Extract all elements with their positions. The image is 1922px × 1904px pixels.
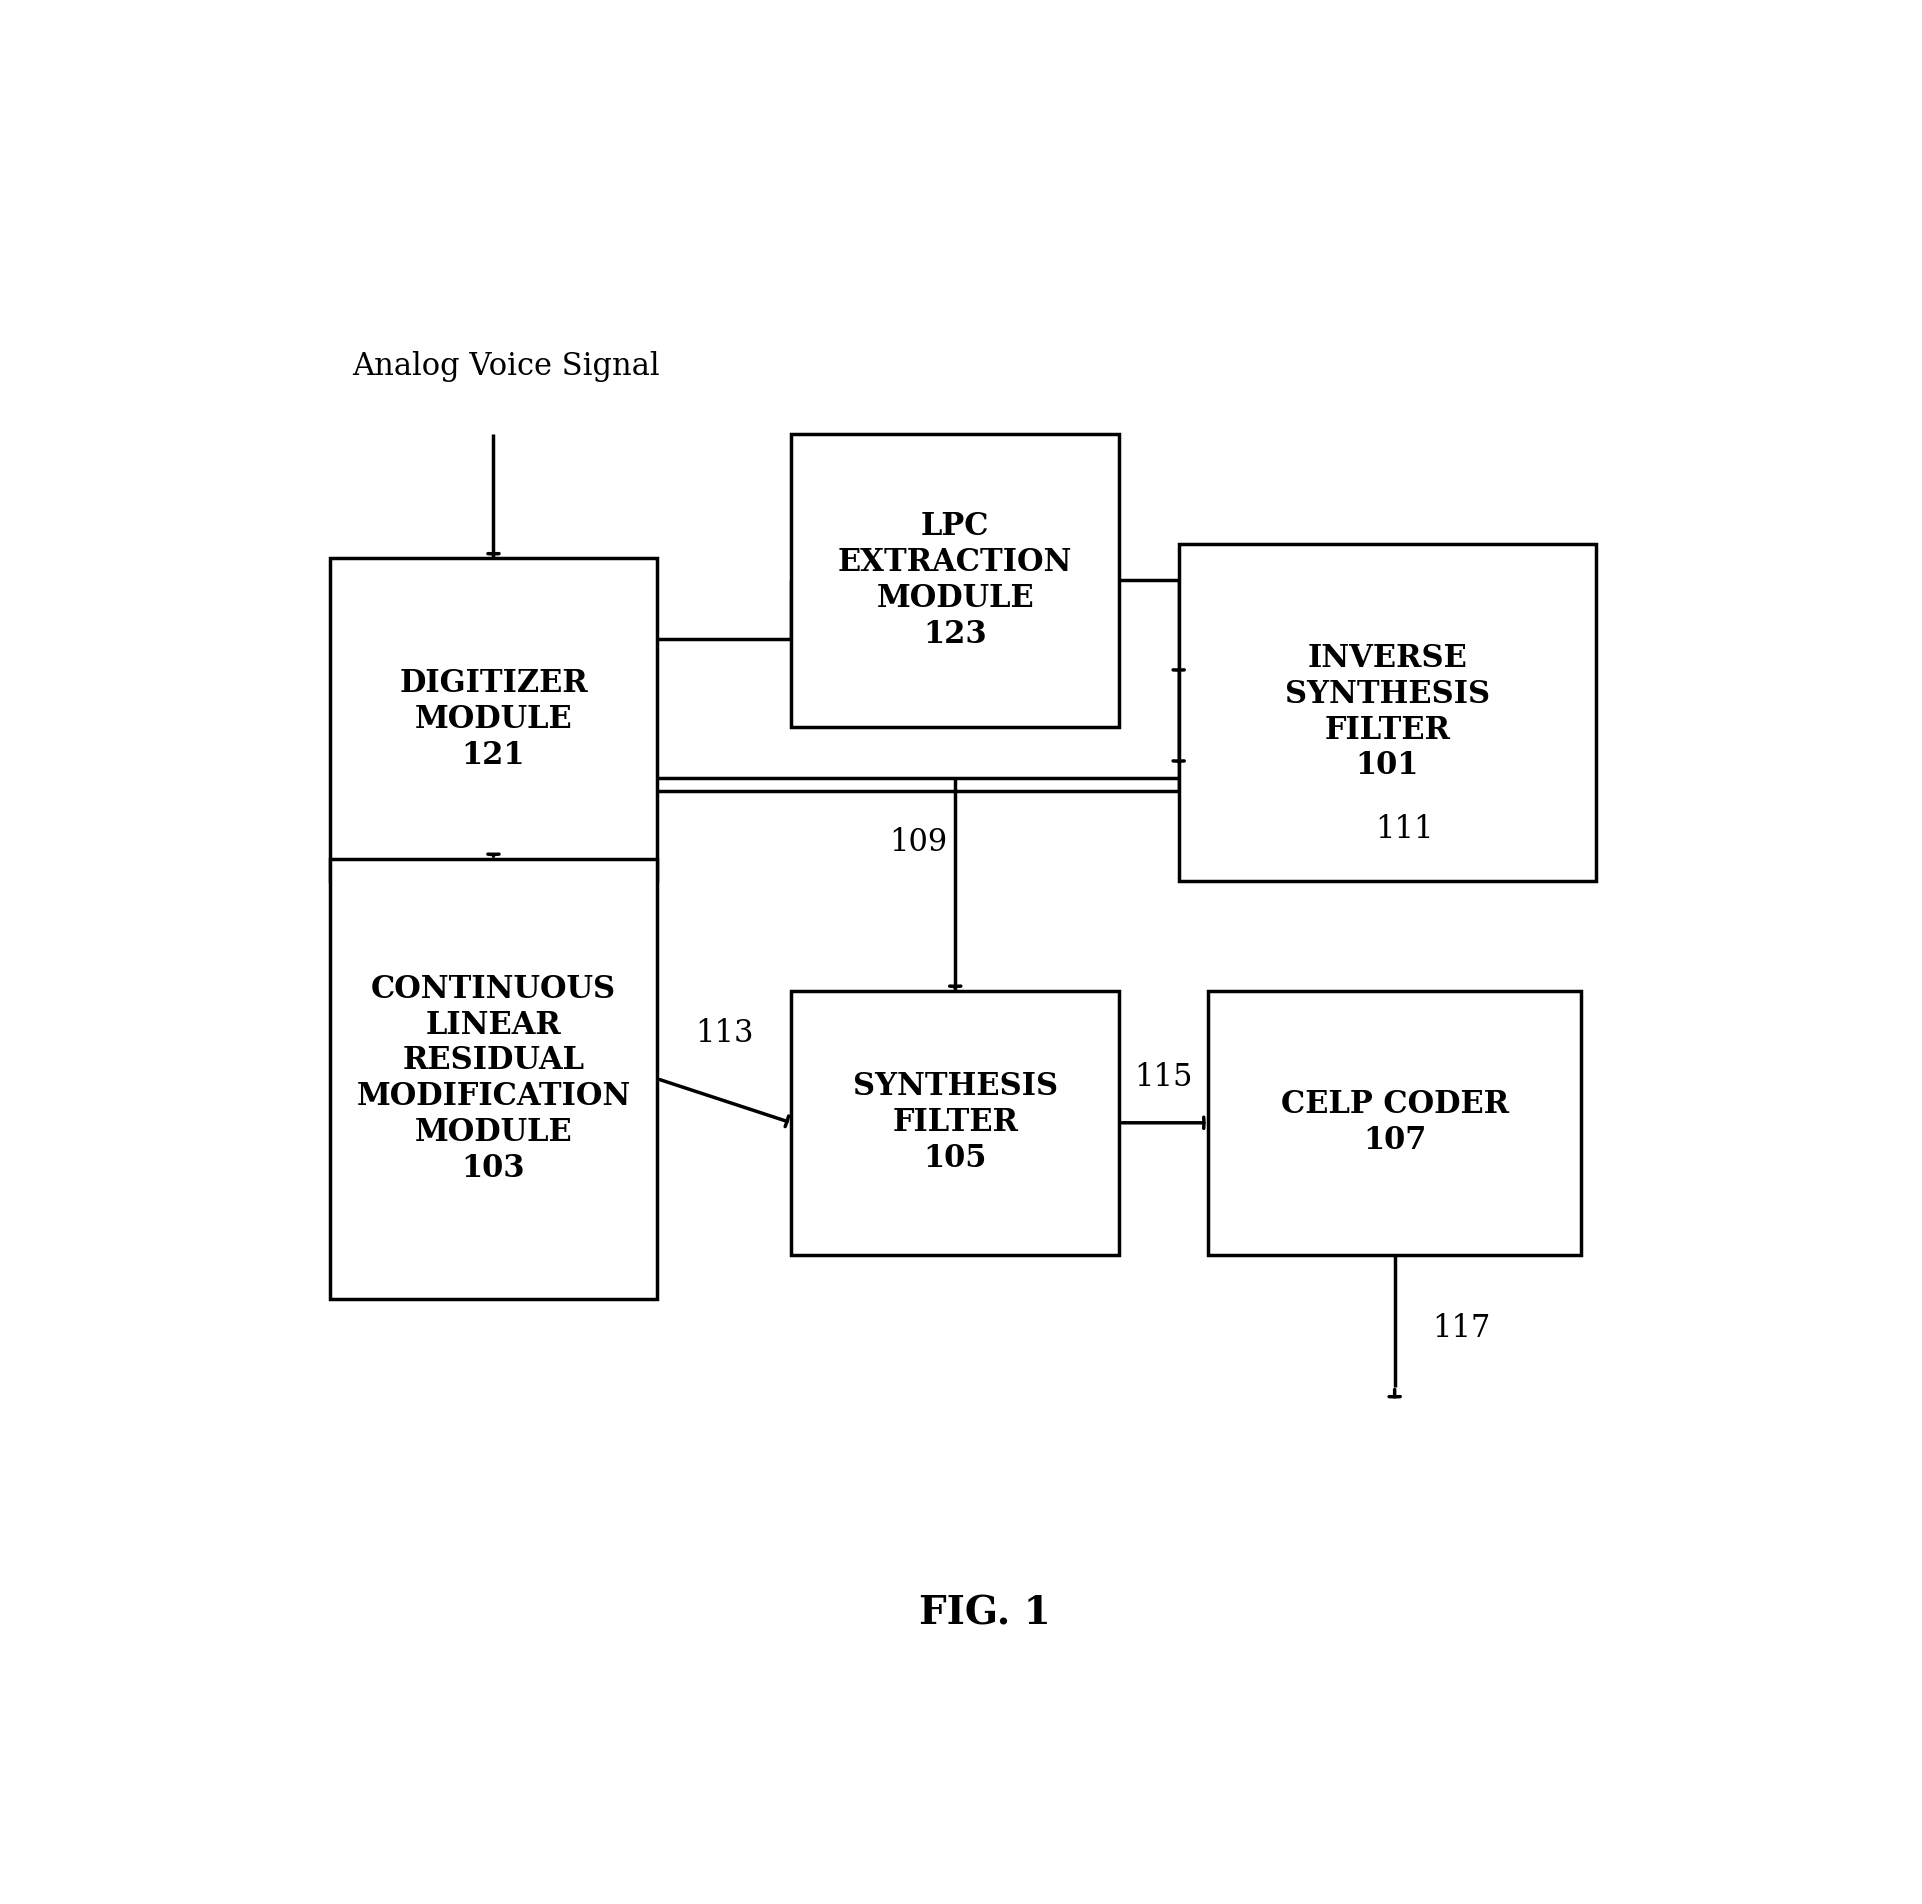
Text: 113: 113: [696, 1019, 753, 1049]
Text: SYNTHESIS
FILTER
105: SYNTHESIS FILTER 105: [853, 1072, 1057, 1175]
Bar: [792, 434, 1119, 727]
Text: 115: 115: [1134, 1062, 1194, 1093]
Text: 109: 109: [890, 826, 948, 859]
Bar: [1209, 990, 1582, 1255]
Text: CELP CODER
107: CELP CODER 107: [1280, 1089, 1509, 1156]
Text: Analog Voice Signal: Analog Voice Signal: [352, 352, 659, 383]
Text: DIGITIZER
MODULE
121: DIGITIZER MODULE 121: [400, 668, 588, 771]
Text: FIG. 1: FIG. 1: [919, 1596, 1051, 1634]
Text: 117: 117: [1432, 1312, 1490, 1344]
Bar: [1178, 545, 1595, 882]
Bar: [331, 558, 657, 882]
Bar: [331, 859, 657, 1299]
Bar: [792, 990, 1119, 1255]
Text: INVERSE
SYNTHESIS
FILTER
101: INVERSE SYNTHESIS FILTER 101: [1284, 644, 1490, 781]
Text: CONTINUOUS
LINEAR
RESIDUAL
MODIFICATION
MODULE
103: CONTINUOUS LINEAR RESIDUAL MODIFICATION …: [356, 973, 630, 1184]
Text: 111: 111: [1376, 815, 1434, 845]
Text: LPC
EXTRACTION
MODULE
123: LPC EXTRACTION MODULE 123: [838, 510, 1072, 649]
